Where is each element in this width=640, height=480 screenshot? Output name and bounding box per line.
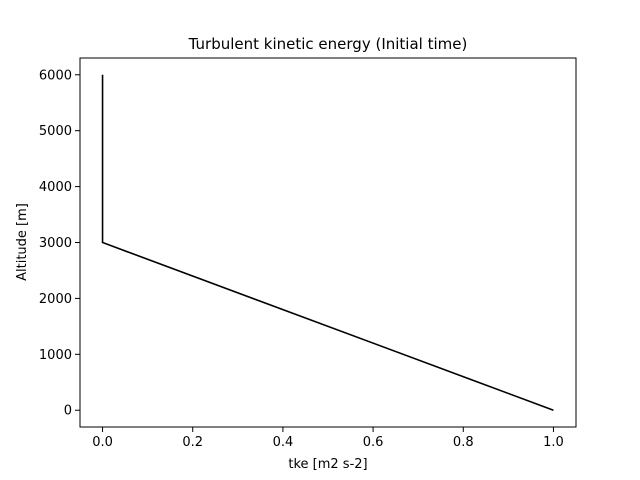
tke-profile-line <box>101 74 554 411</box>
y-axis-ticks: 0 1000 2000 3000 4000 5000 6000 <box>39 68 80 419</box>
series-group <box>101 74 554 411</box>
x-tick-label: 0.2 <box>182 435 203 450</box>
x-tick-label: 0.0 <box>92 435 113 450</box>
y-tick-label: 0 <box>64 404 72 419</box>
y-tick-label: 5000 <box>39 124 72 139</box>
y-axis-label: Altitude [m] <box>15 203 30 281</box>
plot-frame <box>79 57 577 428</box>
y-tick-label: 3000 <box>39 236 72 251</box>
x-tick-label: 0.6 <box>363 435 384 450</box>
plot-area <box>79 57 577 428</box>
x-axis-ticks: 0.0 0.2 0.4 0.6 0.8 1.0 <box>92 427 564 450</box>
y-tick-label: 4000 <box>39 180 72 195</box>
x-tick-label: 0.8 <box>453 435 474 450</box>
chart-title: Turbulent kinetic energy (Initial time) <box>188 35 468 53</box>
y-tick-label: 1000 <box>39 348 72 363</box>
y-tick-label: 6000 <box>39 68 72 83</box>
y-tick-label: 2000 <box>39 292 72 307</box>
x-tick-label: 0.4 <box>273 435 294 450</box>
x-axis-label: tke [m2 s-2] <box>288 457 367 472</box>
x-tick-label: 1.0 <box>543 435 564 450</box>
